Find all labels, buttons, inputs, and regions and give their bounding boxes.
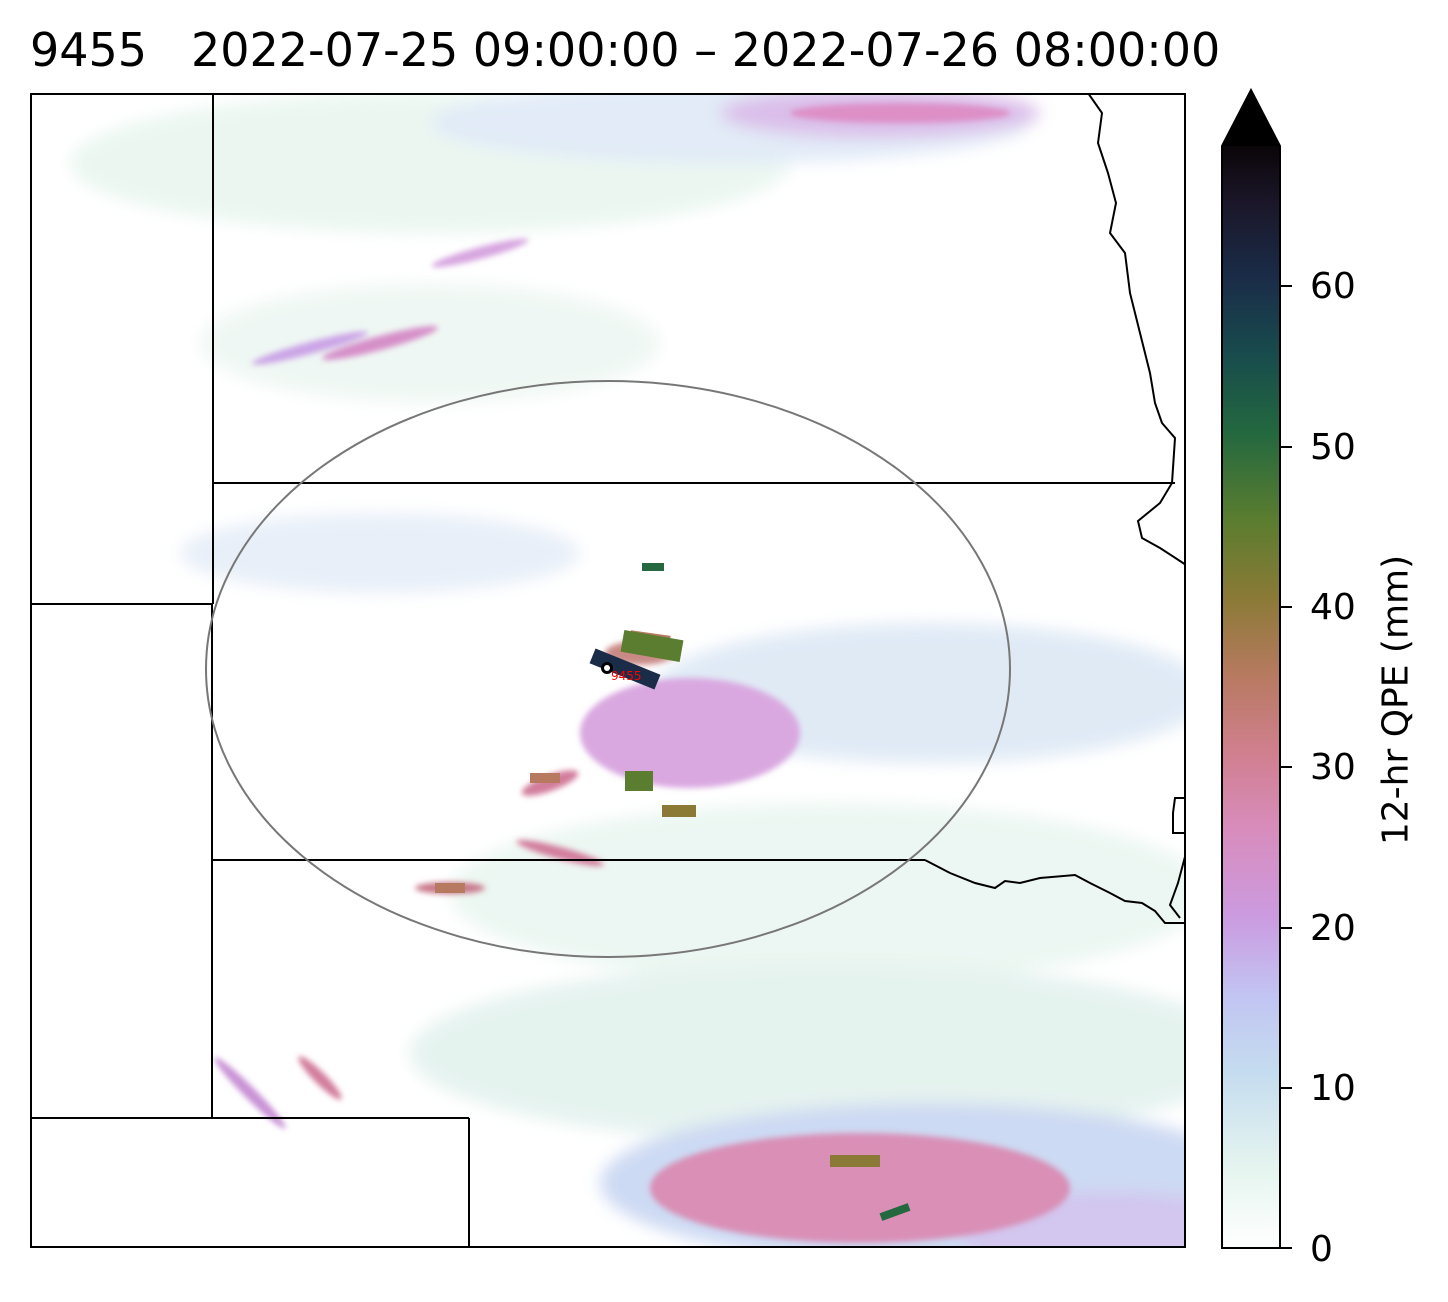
river-boundary bbox=[924, 93, 1186, 924]
precip-cell bbox=[642, 563, 664, 571]
colorbar-outline bbox=[1221, 87, 1281, 1249]
title-time-range: 2022-07-25 09:00:00 – 2022-07-26 08:00:0… bbox=[190, 23, 1221, 77]
colorbar-ticks bbox=[1280, 285, 1292, 1249]
colorbar-gradient bbox=[1222, 146, 1280, 1248]
state-boundaries bbox=[30, 93, 1175, 1248]
precip-cell bbox=[879, 1203, 911, 1221]
precip-cell bbox=[435, 883, 465, 893]
colorbar bbox=[1221, 87, 1292, 1249]
precip-cell bbox=[662, 805, 696, 817]
colorbar-tick-label: 20 bbox=[1310, 908, 1356, 949]
colorbar-tick-label: 40 bbox=[1310, 587, 1356, 628]
precip-cell bbox=[625, 771, 653, 791]
colorbar-tick-label: 50 bbox=[1310, 427, 1356, 468]
colorbar-extend-arrow bbox=[1222, 90, 1280, 146]
precip-cell bbox=[530, 773, 560, 783]
map-border bbox=[30, 93, 1186, 1248]
colorbar-tick-label: 60 bbox=[1310, 266, 1356, 307]
map-title: 9455 2022-07-25 09:00:00 – 2022-07-26 08… bbox=[30, 20, 1220, 80]
colorbar-label: 12-hr QPE (mm) bbox=[1375, 554, 1417, 846]
range-circle bbox=[205, 380, 1011, 958]
colorbar-tick-label: 30 bbox=[1310, 747, 1356, 788]
colorbar-tick-label: 10 bbox=[1310, 1068, 1356, 1109]
precipitation-map: 9455 bbox=[30, 93, 1186, 1248]
precip-cell bbox=[620, 629, 684, 663]
precip-cells bbox=[435, 563, 911, 1221]
precip-cell bbox=[589, 648, 661, 690]
precip-streaks bbox=[214, 103, 1070, 1243]
precip-cell bbox=[830, 1155, 880, 1167]
station-marker: 9455 bbox=[601, 662, 642, 683]
station-marker-label: 9455 bbox=[611, 669, 642, 683]
title-station-id: 9455 bbox=[30, 23, 148, 77]
colorbar-tick-label: 0 bbox=[1310, 1229, 1333, 1270]
